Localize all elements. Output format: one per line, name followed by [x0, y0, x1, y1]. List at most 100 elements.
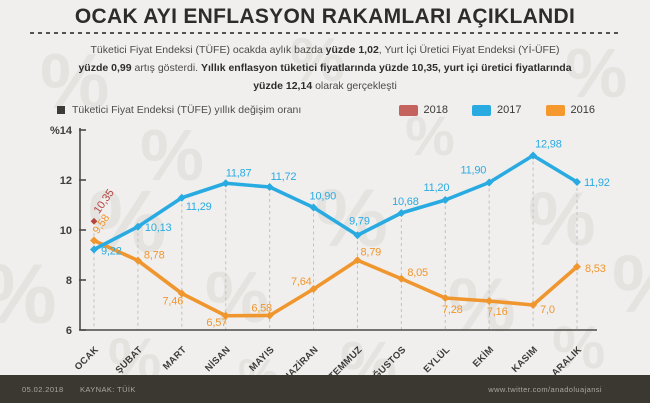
value-label-2017: 10,68	[392, 196, 419, 208]
percent-watermark-icon: %	[612, 244, 650, 326]
data-point-2017	[397, 209, 406, 217]
data-point-2017	[529, 151, 538, 160]
value-label-2017: 9,79	[349, 215, 370, 227]
data-point-2016	[397, 274, 406, 283]
value-label-2017: 11,20	[424, 182, 450, 194]
data-point-2016	[441, 294, 450, 302]
x-axis-label: MAYIS	[247, 344, 276, 373]
data-point-2017	[265, 183, 274, 191]
x-axis-label: EYLÜL	[422, 344, 453, 375]
value-label-2017: 9,22	[101, 246, 122, 258]
percent-watermark-icon: %	[528, 177, 596, 262]
page-title: OCAK AYI ENFLASYON RAKAMLARI AÇIKLANDI	[74, 5, 576, 28]
data-point-2018	[90, 217, 98, 225]
footer-date: 05.02.2018	[22, 384, 64, 394]
legend-label-2017: 2017	[497, 104, 522, 116]
data-point-2016	[265, 311, 274, 320]
x-axis-label: MART	[161, 344, 189, 372]
data-point-2017	[353, 231, 362, 240]
series-line-2016	[92, 238, 579, 318]
value-label-2016: 8,05	[407, 267, 428, 279]
data-point-2016	[90, 236, 98, 245]
value-label-2017: 11,92	[584, 177, 610, 189]
percent-watermark-icon: %	[290, 26, 346, 95]
x-axis-label: KASIM	[510, 344, 540, 374]
value-label-2017: 11,29	[186, 201, 212, 213]
value-label-2016: 8,78	[144, 250, 165, 262]
value-label-2018: 10,35	[92, 187, 117, 216]
legend-series-label: Tüketici Fiyat Endeksi (TÜFE) yıllık değ…	[72, 104, 302, 116]
x-axis-label: ARALIK	[550, 344, 584, 378]
legend-item-2016: 2016	[545, 104, 595, 116]
value-label-2017: 10,13	[145, 222, 172, 234]
percent-watermark-icon: %	[405, 104, 455, 167]
value-label-2017: 10,90	[310, 191, 337, 203]
value-label-2017: 12,98	[535, 139, 562, 151]
data-point-2017	[309, 203, 318, 212]
x-axis-label: ŞUBAT	[114, 344, 145, 375]
percent-watermark-icon: %	[552, 314, 606, 381]
data-point-2016	[177, 289, 186, 298]
y-tick-label: 8	[66, 275, 72, 287]
value-label-2016: 8,79	[360, 246, 381, 258]
value-label-2017: 11,87	[226, 167, 252, 179]
value-label-2016: 7,46	[163, 296, 184, 308]
percent-watermark-icon: %	[140, 116, 205, 196]
percent-watermark-icon: %	[315, 173, 388, 264]
y-tick-label: %14	[50, 125, 73, 137]
data-point-2017	[485, 178, 494, 187]
legend-item-2017: 2017	[472, 104, 522, 116]
legend-swatch-2018	[398, 104, 418, 116]
data-point-2017	[573, 178, 582, 186]
percent-watermark-icon: %	[205, 258, 270, 338]
legend-series-item: Tüketici Fiyat Endeksi (TÜFE) yıllık değ…	[57, 104, 301, 116]
data-point-2016	[221, 311, 230, 320]
value-label-2016: 6,58	[251, 303, 272, 315]
percent-watermark-icon: %	[565, 34, 628, 112]
data-point-2017	[441, 196, 450, 204]
value-label-2016: 7,0	[540, 304, 555, 316]
percent-watermark-icon: %	[40, 37, 110, 125]
legend-square-icon	[57, 106, 65, 114]
value-label-2016: 7,16	[487, 306, 508, 318]
data-point-2016	[529, 301, 538, 309]
x-axis-label: NİSAN	[203, 344, 233, 374]
percent-watermark-icon: %	[448, 263, 516, 348]
data-point-2017	[90, 245, 98, 254]
y-tick-label: 6	[66, 325, 72, 337]
footer-twitter-url[interactable]: www.twitter.com/anadoluajansi	[488, 384, 602, 394]
value-label-2016: 7,28	[442, 304, 463, 316]
data-point-2016	[353, 256, 362, 265]
data-point-2017	[177, 193, 186, 202]
y-tick-label: 12	[60, 175, 72, 187]
percent-watermark-icon: %	[0, 252, 57, 336]
x-axis-label: EKİM	[471, 344, 496, 369]
data-point-2017	[133, 222, 142, 231]
footer-bar: 05.02.2018 KAYNAK: TÜİK www.twitter.com/…	[0, 375, 650, 403]
legend-swatch-2017	[472, 104, 492, 116]
title-divider	[30, 32, 618, 34]
footer-left: 05.02.2018 KAYNAK: TÜİK	[22, 385, 136, 394]
series-line-2017	[92, 153, 579, 252]
value-label-2017: 11,72	[271, 171, 297, 183]
subtitle-line-1: Tüketici Fiyat Endeksi (TÜFE) ocakda ayl…	[90, 44, 560, 56]
legend-years: 2018 2017 2016	[398, 104, 595, 116]
subtitle-line-3: yüzde 12,14 olarak gerçekleşti	[253, 80, 397, 92]
y-tick-label: 10	[60, 225, 72, 237]
subtitle-line-2: yüzde 0,99 artış gösterdi. Yıllık enflas…	[78, 62, 572, 74]
value-label-2016: 7,64	[291, 276, 312, 288]
value-label-2016: 8,53	[585, 263, 606, 275]
value-label-2016: 6,57	[206, 317, 227, 329]
data-point-2017	[221, 179, 230, 188]
footer-source: KAYNAK: TÜİK	[80, 384, 136, 394]
legend-label-2016: 2016	[570, 104, 595, 116]
percent-watermark-icon: %	[88, 172, 167, 271]
value-label-2017: 11,90	[460, 165, 486, 177]
data-point-2016	[485, 297, 494, 305]
subtitle: Tüketici Fiyat Endeksi (TÜFE) ocakda ayl…	[20, 41, 630, 95]
data-point-2016	[309, 285, 318, 293]
data-point-2016	[133, 256, 142, 265]
data-point-2016	[573, 262, 582, 271]
